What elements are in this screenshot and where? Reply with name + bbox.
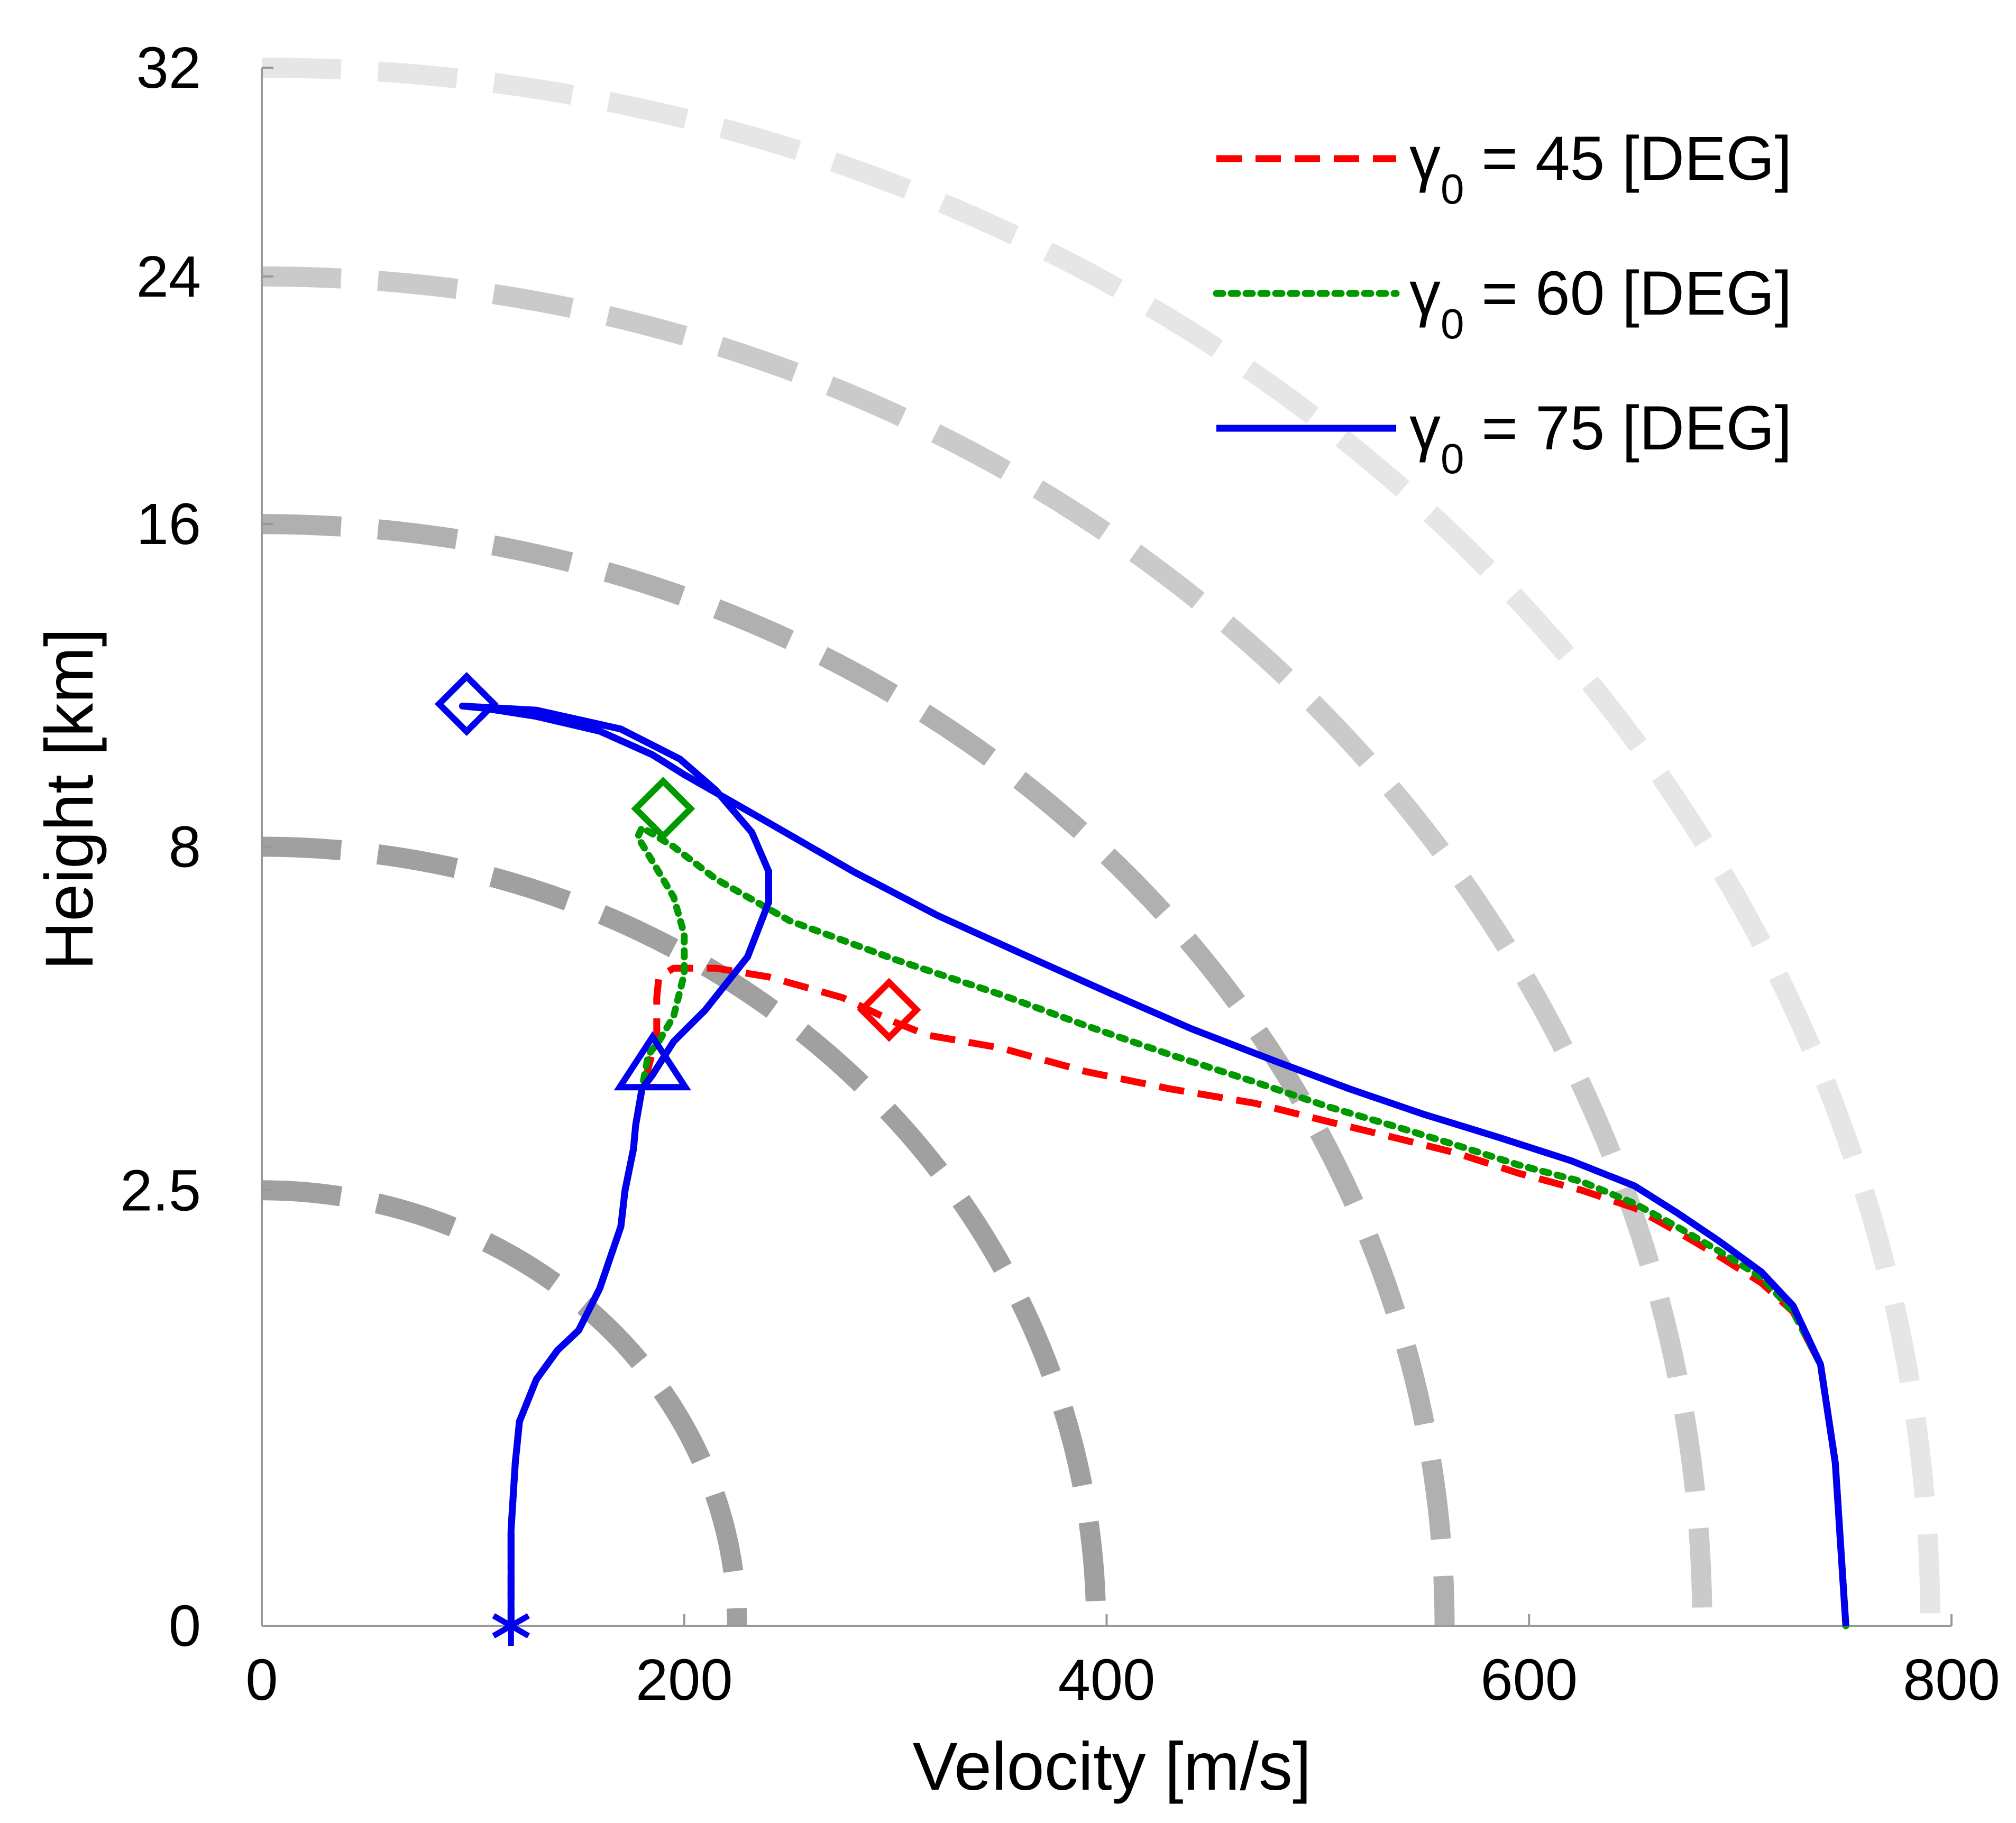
legend-subscript: 0 <box>1441 165 1464 213</box>
legend-value: = 45 [DEG] <box>1464 124 1792 194</box>
diamond-marker <box>434 672 499 736</box>
x-ticks: 0 200 400 600 800 <box>245 1614 2000 1712</box>
legend-gamma: γ <box>1409 259 1441 328</box>
legend-gamma: γ <box>1409 393 1441 463</box>
y-tick-label: 2.5 <box>120 1158 201 1223</box>
y-tick-label: 8 <box>169 815 201 880</box>
contour-arc-5 <box>261 58 1941 1626</box>
legend-subscript: 0 <box>1441 300 1464 347</box>
asterisk-marker <box>492 1606 530 1646</box>
diamond-marker <box>857 978 921 1042</box>
contour-arc-1 <box>261 1180 747 1626</box>
x-axis-title: Velocity [m/s] <box>913 1729 1312 1804</box>
y-tick-label: 32 <box>136 35 201 100</box>
triangle-marker <box>613 1031 691 1091</box>
y-tick-label: 0 <box>169 1594 201 1659</box>
legend-subscript: 0 <box>1441 435 1464 482</box>
series-lines <box>459 702 1849 1629</box>
x-tick-label: 400 <box>1058 1647 1156 1712</box>
asterisk-stroke <box>492 1613 530 1638</box>
x-tick-label: 0 <box>245 1647 278 1712</box>
contour-arc-2 <box>261 836 1106 1626</box>
legend-gamma: γ <box>1409 124 1441 194</box>
contour-arc-3 <box>261 514 1455 1626</box>
x-tick-label: 200 <box>636 1647 733 1712</box>
y-ticks: 0 2.5 8 16 24 32 <box>120 35 273 1659</box>
y-axis-title: Height [km] <box>32 628 107 970</box>
legend-value: = 75 [DEG] <box>1464 393 1792 463</box>
legend-value: = 60 [DEG] <box>1464 259 1792 328</box>
legend: γ0 = 45 [DEG]γ0 = 60 [DEG]γ0 = 75 [DEG] <box>1213 124 1792 482</box>
series-line-1 <box>507 964 1849 1626</box>
x-tick-label: 800 <box>1903 1647 2000 1712</box>
legend-label-2: γ0 = 60 [DEG] <box>1409 259 1792 347</box>
y-tick-label: 16 <box>136 492 201 557</box>
contour-arc-4 <box>261 266 1712 1626</box>
legend-label-1: γ0 = 45 [DEG] <box>1409 124 1792 213</box>
contour-arcs <box>261 58 1941 1626</box>
legend-label-3: γ0 = 75 [DEG] <box>1409 393 1792 482</box>
diamond-marker <box>631 777 695 841</box>
markers <box>434 672 921 1646</box>
x-tick-label: 600 <box>1480 1647 1578 1712</box>
series-line-3 <box>459 702 1849 1626</box>
y-tick-label: 24 <box>136 244 201 309</box>
